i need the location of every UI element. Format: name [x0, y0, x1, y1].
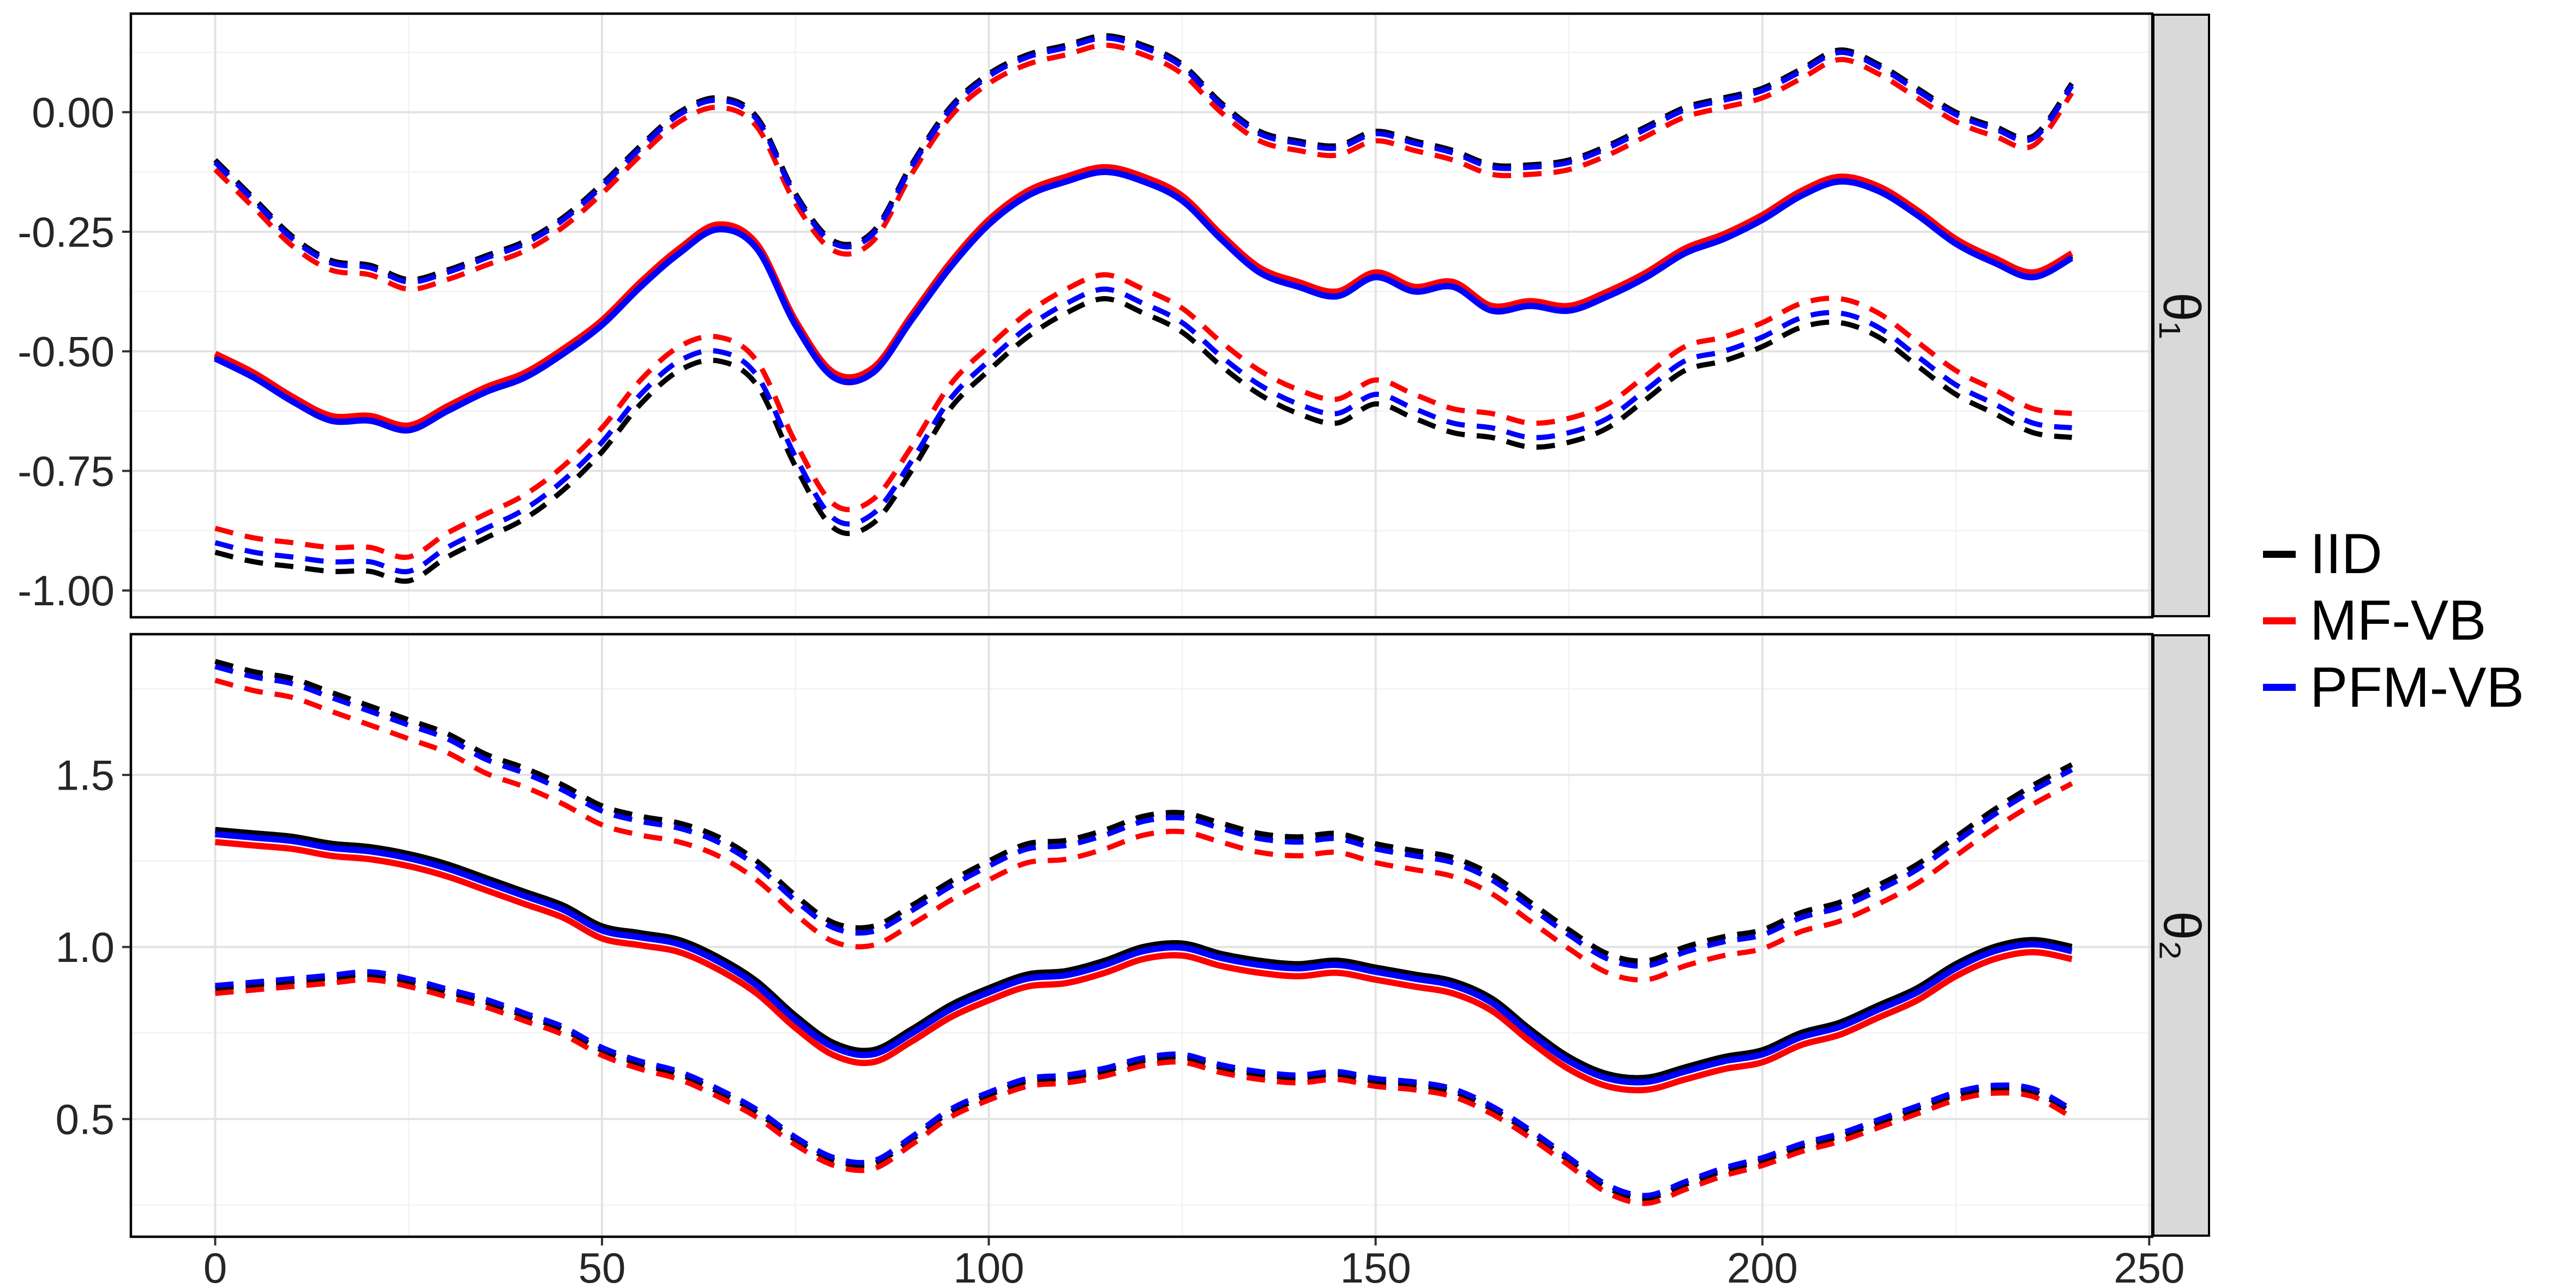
legend-item-mfvb: MF-VB — [2263, 589, 2524, 653]
y-tick-label: 1.5 — [56, 751, 115, 799]
MF-VB-upper-dashed-line — [213, 43, 2074, 292]
x-tick-label: 150 — [1340, 1244, 1411, 1288]
IID-upper-dashed-line — [214, 659, 2073, 964]
x-tick-label: 50 — [579, 1244, 626, 1288]
facet-strip-theta2-label: θ₂ — [2152, 911, 2211, 960]
y-tick-label: 0.00 — [32, 88, 115, 136]
y-tick-label: -0.75 — [17, 447, 115, 495]
PFM-VB-mean-line — [214, 168, 2074, 434]
legend-item-iid: IID — [2263, 523, 2524, 585]
legend: IID MF-VB PFM-VB — [2263, 523, 2524, 718]
facet-strip-theta1: θ₁ — [2152, 14, 2211, 617]
y-tick-label: -1.00 — [17, 567, 115, 615]
legend-label-pfmvb: PFM-VB — [2310, 655, 2524, 719]
y-tick-label: -0.25 — [17, 208, 115, 256]
IID-lower-dashed-line — [215, 972, 2073, 1201]
y-tick-label: 1.0 — [56, 923, 115, 971]
legend-key-mfvb-line-icon — [2263, 617, 2296, 624]
panel-background — [131, 634, 2152, 1237]
legend-key-iid-line-icon — [2263, 550, 2296, 558]
MF-VB-mean-line — [215, 839, 2073, 1094]
PFM-VB-upper-dashed-line — [214, 664, 2073, 969]
x-tick-label: 250 — [2114, 1244, 2184, 1288]
legend-label-iid: IID — [2310, 522, 2382, 586]
facet-strip-theta1-label: θ₁ — [2152, 292, 2211, 339]
MF-VB-lower-dashed-line — [214, 272, 2073, 560]
y-tick-label: -0.50 — [17, 328, 115, 376]
legend-label-mfvb: MF-VB — [2310, 589, 2487, 653]
y-tick-label: 0.5 — [56, 1095, 115, 1143]
legend-item-pfmvb: PFM-VB — [2263, 657, 2524, 718]
MF-VB-mean-line — [214, 164, 2074, 429]
PFM-VB-lower-dashed-line — [215, 969, 2073, 1199]
x-tick-label: 100 — [953, 1244, 1024, 1288]
IID-mean-line — [215, 827, 2073, 1081]
PFM-VB-upper-dashed-line — [213, 35, 2074, 285]
PFM-VB-lower-dashed-line — [214, 286, 2073, 575]
legend-key-pfmvb-line-icon — [2263, 684, 2296, 691]
x-tick-label: 200 — [1727, 1244, 1798, 1288]
MF-VB-lower-dashed-line — [215, 977, 2073, 1206]
PFM-VB-mean-line — [215, 830, 2073, 1086]
x-tick-label: 0 — [203, 1244, 227, 1288]
MF-VB-upper-dashed-line — [214, 678, 2073, 983]
IID-lower-dashed-line — [214, 296, 2073, 584]
facet-strip-theta2: θ₂ — [2152, 634, 2211, 1237]
